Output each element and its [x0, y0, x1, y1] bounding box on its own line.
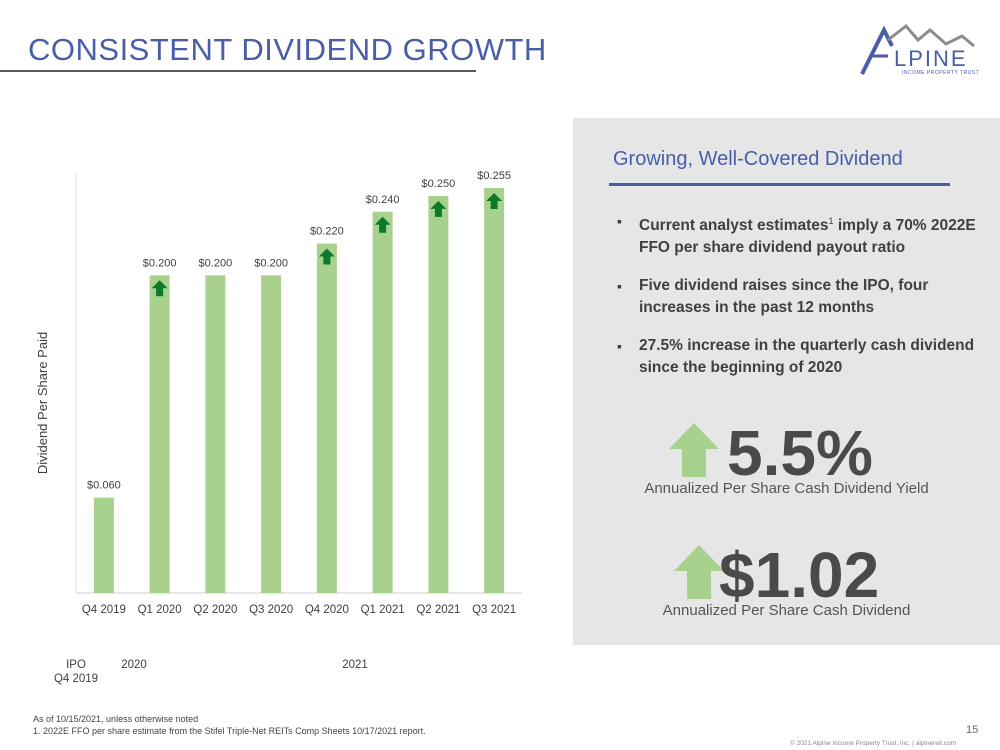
footnotes: As of 10/15/2021, unless otherwise noted… — [33, 713, 426, 737]
increase-arrow-icon — [374, 216, 391, 233]
data-label: $0.240 — [366, 194, 400, 206]
bullet-item: 27.5% increase in the quarterly cash div… — [617, 335, 997, 379]
data-label: $0.200 — [199, 257, 233, 269]
bullet-list: Current analyst estimates1 imply a 70% 2… — [617, 210, 997, 395]
y-axis-label: Dividend Per Share Paid — [35, 332, 50, 474]
bullet-item: Current analyst estimates1 imply a 70% 2… — [617, 210, 997, 259]
bar — [149, 275, 170, 593]
period-label: 2021 — [342, 659, 368, 671]
page-number: 15 — [966, 724, 979, 736]
data-label: $0.200 — [143, 257, 177, 269]
up-arrow-icon — [674, 545, 724, 599]
dividend-summary-panel: Growing, Well-Covered Dividend Current a… — [573, 118, 1000, 645]
as-of-note: As of 10/15/2021, unless otherwise noted — [33, 714, 199, 724]
page-title: CONSISTENT DIVIDEND GROWTH — [28, 32, 547, 67]
increase-arrow-icon — [430, 200, 447, 217]
panel-divider — [609, 183, 950, 186]
period-label: Q4 2019 — [54, 673, 98, 685]
x-tick-label: Q1 2021 — [361, 604, 405, 616]
dividend-caption: Annualized Per Share Cash Dividend — [662, 602, 911, 619]
x-tick-label: Q1 2020 — [138, 604, 182, 616]
company-logo: LPINE INCOME PROPERTY TRUST — [858, 22, 980, 80]
data-label: $0.250 — [422, 178, 456, 190]
x-tick-label: Q4 2019 — [82, 604, 126, 616]
bar — [372, 211, 393, 593]
mountain-logo-icon — [860, 23, 975, 75]
bar — [316, 243, 337, 593]
title-divider — [0, 70, 476, 72]
bar — [205, 275, 226, 593]
yield-value: 5.5% — [727, 417, 873, 489]
x-tick-label: Q2 2020 — [193, 604, 237, 616]
data-label: $0.220 — [310, 226, 344, 238]
x-tick-label: Q4 2020 — [305, 604, 349, 616]
logo-wordmark: LPINE — [894, 46, 968, 71]
bar — [93, 497, 114, 593]
up-arrow-icon — [669, 423, 719, 477]
increase-arrow-icon — [151, 280, 168, 297]
footnote-1: 1. 2022E FFO per share estimate from the… — [33, 726, 426, 736]
x-tick-label: Q2 2021 — [416, 604, 460, 616]
increase-arrow-icon — [318, 248, 335, 265]
yield-caption: Annualized Per Share Cash Dividend Yield — [644, 480, 929, 497]
data-label: $0.200 — [254, 257, 288, 269]
bar — [261, 275, 282, 593]
data-label: $0.060 — [87, 480, 121, 492]
dividend-value: $1.02 — [719, 539, 880, 611]
x-tick-label: Q3 2020 — [249, 604, 293, 616]
period-label: 2020 — [121, 659, 147, 671]
copyright-text: © 2021 Alpine Income Property Trust, Inc… — [790, 740, 957, 747]
x-tick-label: Q3 2021 — [472, 604, 516, 616]
bar — [484, 187, 505, 593]
chart-canvas: $0.060 Q4 2019 $0.200 Q1 2020 $0.200 Q2 2020 $… — [35, 170, 522, 685]
dividend-bar-chart: $0.060 Q4 2019 $0.200 Q1 2020 $0.200 Q2 2020 $… — [0, 140, 570, 710]
logo-subtitle: INCOME PROPERTY TRUST — [902, 70, 980, 76]
increase-arrow-icon — [486, 192, 503, 209]
bullet-item: Five dividend raises since the IPO, four… — [617, 275, 997, 319]
panel-heading: Growing, Well-Covered Dividend — [613, 148, 903, 170]
data-label: $0.255 — [477, 170, 511, 182]
bar — [428, 195, 449, 593]
period-label: IPO — [66, 659, 86, 671]
